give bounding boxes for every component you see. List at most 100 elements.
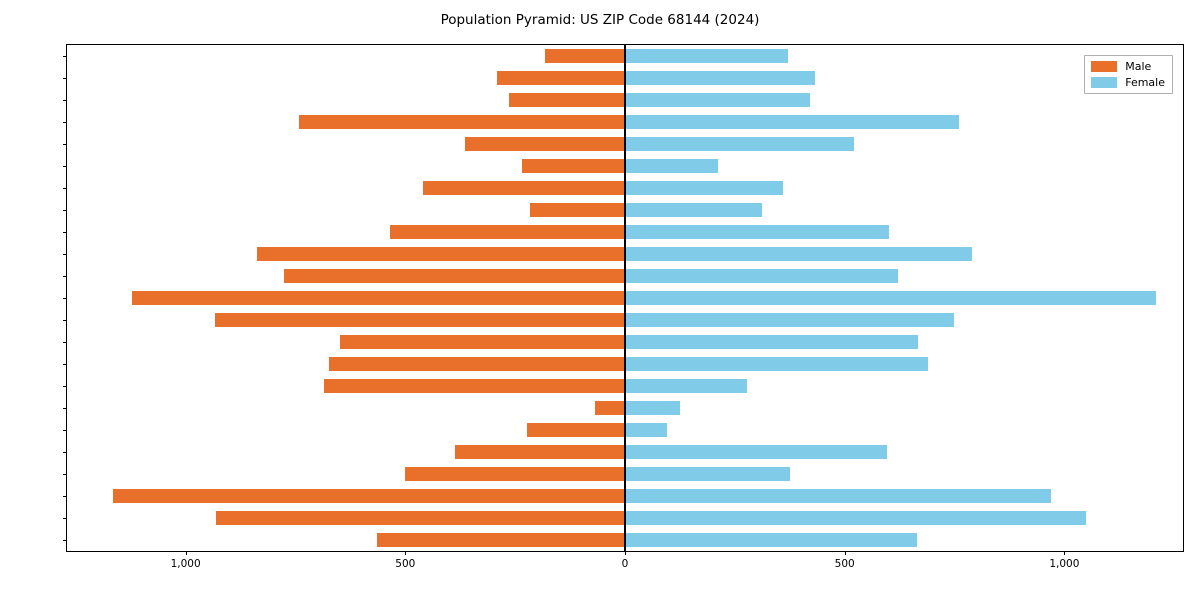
pyramid-row: [67, 445, 1183, 459]
chart-title: Population Pyramid: US ZIP Code 68144 (2…: [440, 12, 760, 28]
bar-male-85-: [545, 49, 625, 63]
bar-female-50-54: [625, 247, 973, 261]
bar-male-60-61: [530, 203, 625, 217]
y-axis-tick: [63, 100, 67, 101]
bar-male-5-9: [216, 511, 625, 525]
x-axis-tick: [625, 551, 626, 555]
bar-male-under-5: [376, 533, 625, 547]
y-axis-tick: [63, 210, 67, 211]
legend-label-male: Male: [1125, 60, 1152, 73]
legend-swatch-female: [1091, 77, 1118, 88]
bar-female-60-61: [625, 203, 763, 217]
y-axis-tick: [63, 144, 67, 145]
zero-axis-line: [624, 45, 626, 551]
x-axis-tick-label: 1,000: [170, 558, 201, 570]
bar-female-18-19: [625, 445, 888, 459]
pyramid-row: [67, 467, 1183, 481]
pyramid-row: [67, 247, 1183, 261]
y-axis-tick: [63, 430, 67, 431]
bar-male-75-79: [508, 93, 625, 107]
x-axis-tick: [405, 551, 407, 555]
bar-male-35-39: [214, 313, 625, 327]
y-axis-tick: [63, 320, 67, 321]
bar-female-40-44: [625, 291, 1156, 305]
y-axis-tick: [63, 342, 67, 343]
bar-female-30-34: [625, 335, 919, 349]
legend-item-female: Female: [1091, 77, 1165, 88]
bar-female-21: [625, 401, 680, 415]
legend-item-male: Male: [1091, 61, 1165, 72]
bar-female-65-66: [625, 159, 718, 173]
bar-male-15-17: [405, 467, 625, 481]
bar-male-80-84: [497, 71, 625, 85]
pyramid-row: [67, 291, 1183, 305]
bar-male-55-59: [389, 225, 625, 239]
pyramid-row: [67, 93, 1183, 107]
pyramid-row: [67, 423, 1183, 437]
pyramid-row: [67, 269, 1183, 283]
bar-female-5-9: [625, 511, 1087, 525]
bar-female-10-14: [625, 489, 1052, 503]
bar-female-85-: [625, 49, 788, 63]
pyramid-row: [67, 159, 1183, 173]
bar-female-35-39: [625, 313, 954, 327]
pyramid-row: [67, 225, 1183, 239]
y-axis-tick: [63, 166, 67, 167]
plot-area: Under 55-910-1415-1718-19202122-2425-293…: [63, 44, 1184, 570]
pyramid-row: [67, 533, 1183, 547]
bar-male-18-19: [454, 445, 625, 459]
pyramid-row: [67, 489, 1183, 503]
y-axis-tick: [63, 540, 67, 541]
bar-female-25-29: [625, 357, 929, 371]
y-axis-tick: [63, 452, 67, 453]
x-axis-tick: [185, 551, 187, 555]
bar-male-25-29: [328, 357, 625, 371]
pyramid-row: [67, 401, 1183, 415]
x-axis-tick-label: 500: [834, 558, 855, 570]
pyramid-row: [67, 357, 1183, 371]
y-axis-tick: [63, 474, 67, 475]
bar-female-15-17: [625, 467, 790, 481]
x-axis-tick: [844, 551, 846, 555]
pyramid-row: [67, 313, 1183, 327]
y-axis-tick: [63, 496, 67, 497]
bar-female-70-74: [625, 115, 960, 129]
y-axis-tick: [63, 298, 67, 299]
y-axis-tick: [63, 78, 67, 79]
bar-male-45-49: [283, 269, 625, 283]
y-axis-tick: [63, 518, 67, 519]
y-axis-tick: [63, 408, 67, 409]
pyramid-row: [67, 115, 1183, 129]
y-axis-tick: [63, 364, 67, 365]
y-axis-tick: [63, 276, 67, 277]
bar-male-67-69: [465, 137, 625, 151]
x-axis-tick-label: 500: [395, 558, 416, 570]
bars-layer: [67, 45, 1183, 551]
y-axis-tick: [63, 232, 67, 233]
pyramid-row: [67, 49, 1183, 63]
bar-female-62-64: [625, 181, 783, 195]
x-axis-tick-label: 1,000: [1049, 558, 1080, 570]
bar-male-21: [595, 401, 625, 415]
bar-male-62-64: [422, 181, 625, 195]
pyramid-row: [67, 335, 1183, 349]
bar-male-40-44: [132, 291, 625, 305]
bar-female-under-5: [625, 533, 918, 547]
y-axis-tick: [63, 386, 67, 387]
pyramid-row: [67, 203, 1183, 217]
bar-male-50-54: [256, 247, 625, 261]
pyramid-row: [67, 137, 1183, 151]
bar-female-45-49: [625, 269, 899, 283]
bar-female-67-69: [625, 137, 854, 151]
bar-female-55-59: [625, 225, 890, 239]
x-axis-tick-label: 0: [621, 558, 629, 570]
bar-female-75-79: [625, 93, 810, 107]
pyramid-row: [67, 71, 1183, 85]
bar-male-20: [527, 423, 625, 437]
y-axis-tick: [63, 188, 67, 189]
bar-male-65-66: [521, 159, 625, 173]
pyramid-row: [67, 511, 1183, 525]
bar-male-30-34: [340, 335, 625, 349]
y-axis-tick: [63, 56, 67, 57]
